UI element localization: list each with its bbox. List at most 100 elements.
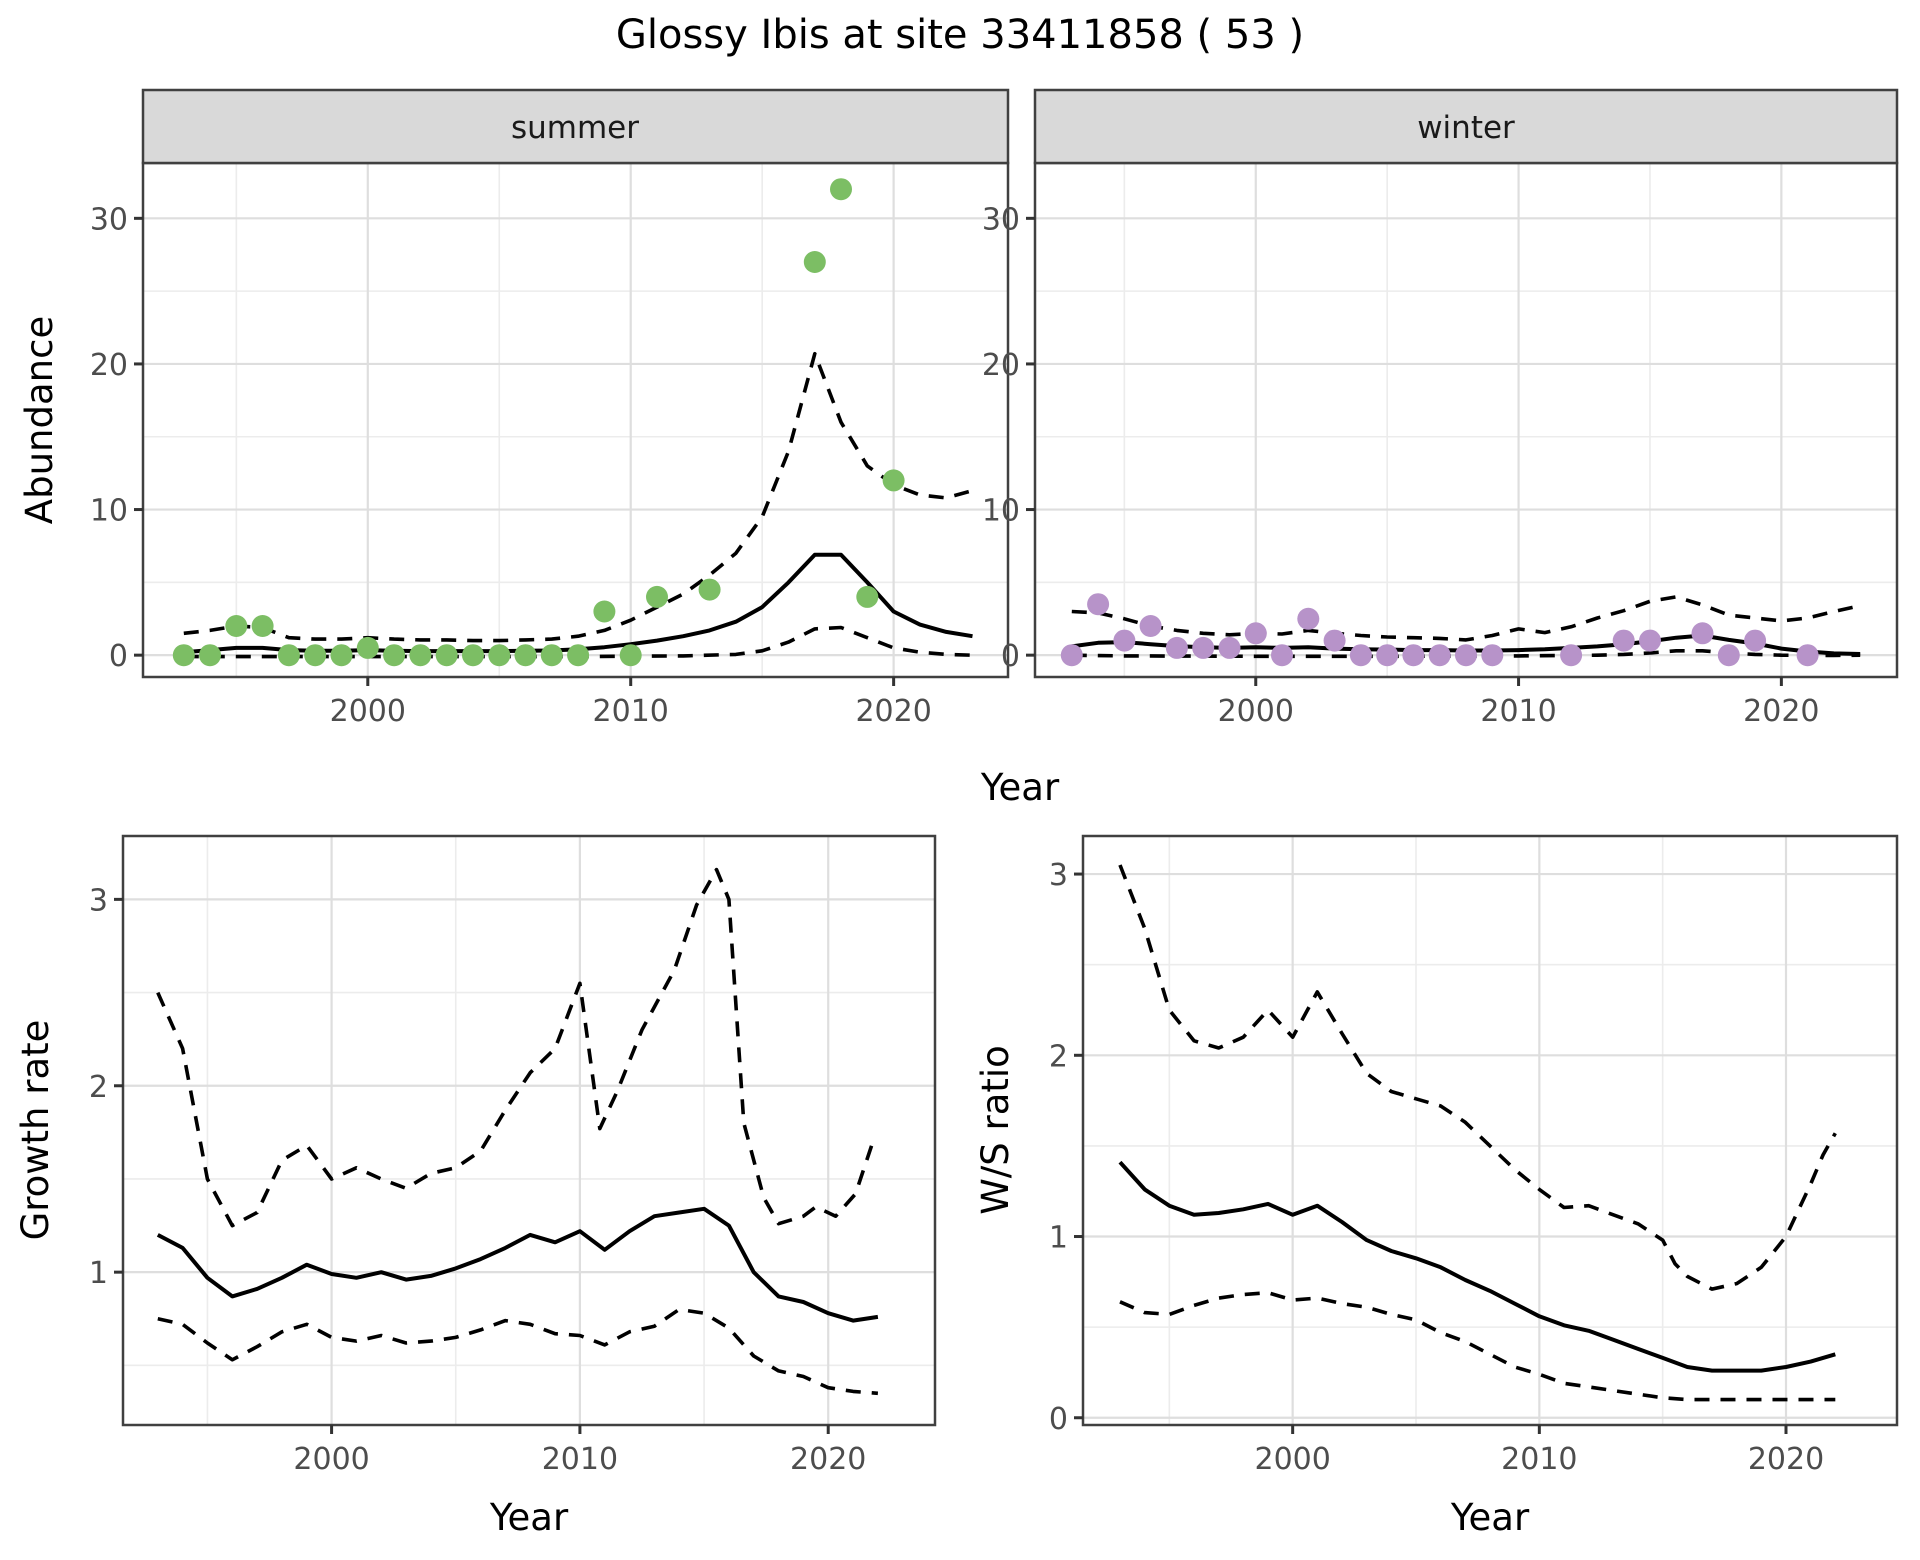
- upper_ci-line: [183, 351, 973, 643]
- axis-ticks: 2000 2010 2020 0 10 20 30: [982, 202, 1820, 729]
- gridlines: [143, 163, 1008, 677]
- panel-abundance_summer: 2000 2010 2020 0 10 20 30: [90, 161, 1010, 729]
- panel-abundance_winter: 2000 2010 2020 0 10 20 30: [982, 161, 1899, 729]
- data-point: [435, 644, 458, 667]
- data-marks: [1118, 864, 1837, 1402]
- data-point: [1165, 636, 1188, 659]
- data-point: [1402, 644, 1425, 667]
- y-tick-label: 1: [89, 1256, 108, 1291]
- axis-ticks: 2000 2010 2020 0 10 20 30: [90, 202, 932, 729]
- data-point: [1349, 644, 1372, 667]
- data-point: [646, 585, 668, 608]
- data-point: [1612, 629, 1635, 652]
- data-marks: [156, 867, 879, 1396]
- data-point: [1060, 644, 1083, 667]
- data-marks: [172, 178, 973, 667]
- data-point: [488, 644, 511, 667]
- growth-rate-axis-label: Growth rate: [14, 1020, 57, 1241]
- data-point: [567, 644, 590, 667]
- data-point: [277, 644, 300, 667]
- y-tick-label: 2: [1049, 1039, 1068, 1074]
- fit-line: [1118, 1160, 1836, 1373]
- data-point: [1560, 644, 1583, 667]
- y-tick-label: 30: [90, 202, 128, 237]
- data-point: [593, 600, 616, 623]
- panel-ws_ratio: 2000 2010 2020 0 1 2 3: [1049, 834, 1899, 1477]
- data-point: [882, 469, 905, 492]
- data-point: [225, 615, 248, 637]
- data-point: [1481, 644, 1504, 667]
- data-point: [1113, 629, 1136, 652]
- upper_ci-line: [1071, 595, 1861, 642]
- data-point: [1244, 622, 1267, 645]
- data-point: [1455, 644, 1477, 667]
- panel-growth_rate: 2000 2010 2020 1 2 3: [89, 834, 937, 1477]
- data-point: [1087, 593, 1110, 616]
- y-tick-label: 0: [1049, 1402, 1068, 1437]
- data-point: [251, 615, 274, 637]
- x-tick-label: 2000: [330, 694, 406, 729]
- y-tick-label: 3: [1049, 858, 1068, 893]
- panel-background: [143, 163, 1008, 677]
- fit-line: [156, 1206, 879, 1323]
- x-tick-label: 2010: [593, 694, 669, 729]
- data-point: [409, 644, 432, 667]
- x-tick-label: 2010: [1480, 694, 1556, 729]
- x-tick-label: 2020: [1748, 1442, 1824, 1477]
- ws-ratio-axis-label: W/S ratio: [974, 1045, 1017, 1215]
- panel-border: [1081, 834, 1899, 1427]
- x-tick-label: 2000: [1254, 1442, 1330, 1477]
- data-point: [830, 178, 852, 201]
- y-tick-label: 30: [982, 202, 1020, 237]
- data-marks: [1060, 593, 1861, 667]
- upper_ci-line: [1118, 864, 1837, 1291]
- data-point: [356, 636, 379, 659]
- data-point: [1376, 644, 1399, 667]
- data-point: [1744, 629, 1767, 652]
- facet-label-summer: summer: [511, 110, 639, 146]
- y-tick-label: 1: [1049, 1221, 1068, 1256]
- facet-strip-summer: [141, 88, 1010, 165]
- data-point: [330, 644, 353, 667]
- data-point: [540, 644, 563, 667]
- upper_ci-line: [156, 867, 875, 1228]
- y-tick-label: 0: [1001, 639, 1020, 674]
- y-tick-label: 20: [90, 348, 128, 383]
- lower_ci-line: [157, 1307, 879, 1396]
- y-tick-label: 20: [982, 348, 1020, 383]
- panel-background: [1035, 163, 1897, 677]
- data-point: [199, 644, 221, 667]
- data-point: [1271, 644, 1293, 667]
- data-point: [1297, 607, 1320, 630]
- data-point: [698, 578, 721, 601]
- panel-background: [1083, 836, 1897, 1425]
- gridlines: [1083, 836, 1897, 1425]
- page-title: Glossy Ibis at site 33411858 ( 53 ): [616, 12, 1304, 58]
- x-tick-label: 2000: [293, 1442, 369, 1477]
- data-point: [1691, 622, 1714, 645]
- y-tick-label: 10: [982, 494, 1020, 529]
- panel-background: [123, 836, 935, 1425]
- facet-label-winter: winter: [1417, 110, 1515, 146]
- x-tick-label: 2020: [790, 1442, 866, 1477]
- x-tick-label: 2020: [855, 694, 931, 729]
- data-point: [462, 644, 484, 667]
- data-point: [1139, 615, 1162, 637]
- top-year-axis-label: Year: [980, 766, 1060, 809]
- data-point: [172, 644, 195, 667]
- data-point: [514, 644, 537, 667]
- y-tick-label: 3: [89, 883, 108, 918]
- axis-ticks: 2000 2010 2020 0 1 2 3: [1049, 858, 1824, 1477]
- data-point: [1796, 644, 1819, 667]
- data-point: [304, 644, 327, 667]
- data-point: [1323, 629, 1346, 652]
- data-point: [1717, 644, 1740, 667]
- abundance-axis-label: Abundance: [18, 316, 61, 524]
- lower_ci-line: [1119, 1290, 1836, 1402]
- y-tick-label: 0: [109, 639, 128, 674]
- x-tick-label: 2000: [1218, 694, 1294, 729]
- data-point: [856, 585, 879, 608]
- x-tick-label: 2020: [1743, 694, 1819, 729]
- growth-year-axis-label: Year: [489, 1496, 569, 1539]
